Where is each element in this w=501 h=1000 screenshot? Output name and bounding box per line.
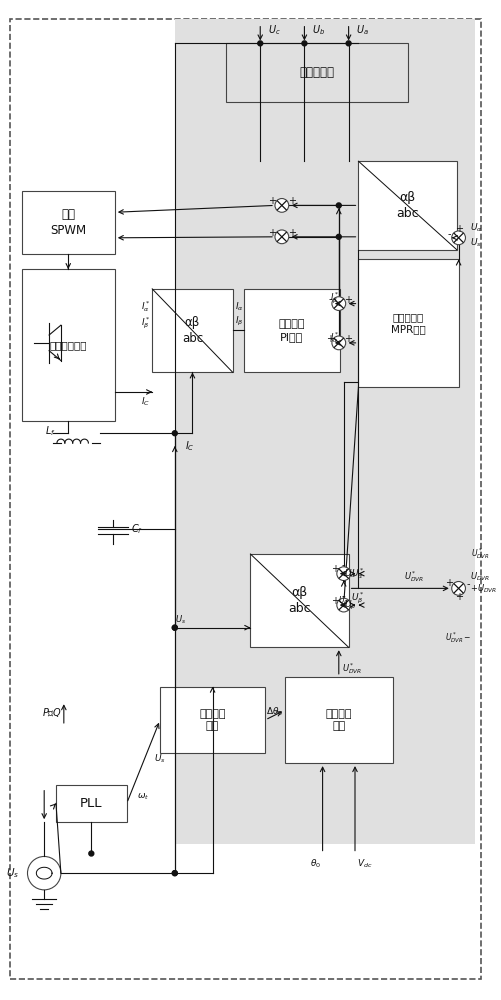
Text: $\Delta\theta_0$: $\Delta\theta_0$ bbox=[267, 706, 284, 718]
Text: $I^*_\beta$: $I^*_\beta$ bbox=[330, 291, 339, 306]
Text: +: + bbox=[445, 578, 453, 588]
Text: $U_\beta$: $U_\beta$ bbox=[338, 595, 349, 608]
Text: $L_f$: $L_f$ bbox=[45, 424, 56, 438]
Circle shape bbox=[275, 199, 289, 212]
Text: $U^*_{DVR}-$: $U^*_{DVR}-$ bbox=[445, 630, 472, 645]
Text: $I^*_\alpha$: $I^*_\alpha$ bbox=[141, 299, 150, 314]
Text: -: - bbox=[447, 229, 450, 239]
Bar bbox=[152, 289, 233, 372]
Text: 多电平逆变器: 多电平逆变器 bbox=[50, 340, 87, 350]
Text: 指定次谐波
MPR控制: 指定次谐波 MPR控制 bbox=[391, 312, 426, 334]
Circle shape bbox=[172, 871, 177, 876]
Bar bbox=[243, 289, 340, 372]
Text: +: + bbox=[454, 224, 462, 234]
Bar bbox=[160, 687, 265, 753]
Text: $U_s$: $U_s$ bbox=[7, 866, 20, 880]
Bar bbox=[285, 677, 393, 763]
Text: +: + bbox=[326, 334, 334, 344]
Text: PLL: PLL bbox=[80, 797, 103, 810]
Text: +: + bbox=[268, 228, 276, 238]
Circle shape bbox=[452, 231, 465, 245]
Text: -: - bbox=[342, 560, 346, 570]
Circle shape bbox=[28, 856, 61, 890]
Text: $U_\beta$: $U_\beta$ bbox=[344, 599, 357, 612]
Text: $U_s$: $U_s$ bbox=[175, 614, 186, 626]
Text: $U^*_{DVR}$: $U^*_{DVR}$ bbox=[404, 569, 424, 584]
Circle shape bbox=[337, 598, 351, 612]
Circle shape bbox=[172, 431, 177, 436]
Text: $U_s$: $U_s$ bbox=[470, 236, 482, 249]
Text: $V_{dc}$: $V_{dc}$ bbox=[357, 857, 373, 870]
Text: 注入电压
生成: 注入电压 生成 bbox=[326, 709, 352, 731]
Text: αβ
abc: αβ abc bbox=[288, 586, 311, 615]
Circle shape bbox=[172, 871, 177, 876]
Bar bbox=[22, 269, 115, 421]
Text: $\theta_0$: $\theta_0$ bbox=[310, 857, 321, 870]
Text: +: + bbox=[288, 228, 296, 238]
Text: $I^*_\alpha$: $I^*_\alpha$ bbox=[330, 331, 339, 345]
Text: $I_\beta$: $I_\beta$ bbox=[234, 315, 243, 328]
Text: +: + bbox=[331, 596, 339, 606]
Text: $U_\alpha$: $U_\alpha$ bbox=[344, 567, 357, 580]
Circle shape bbox=[336, 234, 341, 239]
Bar bbox=[250, 554, 349, 647]
Bar bbox=[22, 191, 115, 254]
Text: +: + bbox=[454, 592, 462, 602]
Circle shape bbox=[337, 567, 351, 581]
Text: $U_a$: $U_a$ bbox=[357, 24, 369, 37]
Text: $U^*_\beta$: $U^*_\beta$ bbox=[351, 590, 364, 606]
Text: +: + bbox=[288, 196, 296, 206]
Text: αβ
abc: αβ abc bbox=[396, 191, 419, 220]
Bar bbox=[226, 43, 407, 102]
Text: $U_\alpha$: $U_\alpha$ bbox=[470, 222, 483, 234]
Bar bbox=[175, 19, 475, 844]
Text: $U^*_{DVR}$: $U^*_{DVR}$ bbox=[471, 547, 490, 561]
Text: $P$、$Q$: $P$、$Q$ bbox=[42, 706, 62, 719]
Circle shape bbox=[302, 41, 307, 46]
Circle shape bbox=[452, 582, 465, 595]
Text: $U^*_{DVR}$: $U^*_{DVR}$ bbox=[342, 661, 362, 676]
Circle shape bbox=[275, 230, 289, 244]
Text: $\omega_t$: $\omega_t$ bbox=[137, 791, 149, 802]
Text: $U_b$: $U_b$ bbox=[312, 24, 325, 37]
Circle shape bbox=[332, 336, 346, 350]
Circle shape bbox=[332, 297, 346, 310]
Text: 电压暂降
检测: 电压暂降 检测 bbox=[199, 709, 226, 731]
Bar bbox=[56, 785, 127, 822]
Text: +: + bbox=[331, 564, 339, 574]
Text: +: + bbox=[344, 334, 352, 344]
Text: 单相
SPWM: 单相 SPWM bbox=[50, 208, 86, 237]
Text: αβ
abc: αβ abc bbox=[182, 316, 203, 345]
Text: $I^*_\beta$: $I^*_\beta$ bbox=[141, 315, 150, 331]
Text: $C_f$: $C_f$ bbox=[131, 523, 143, 536]
Circle shape bbox=[172, 625, 177, 630]
Bar bbox=[358, 161, 456, 250]
Text: 非线性负载: 非线性负载 bbox=[299, 66, 334, 79]
Text: $+U_{DVR}$: $+U_{DVR}$ bbox=[470, 582, 497, 595]
Text: $U^*_\alpha$: $U^*_\alpha$ bbox=[351, 566, 364, 581]
Text: $I_C$: $I_C$ bbox=[185, 439, 194, 453]
Circle shape bbox=[346, 41, 351, 46]
Text: 基波电流
PI控制: 基波电流 PI控制 bbox=[279, 319, 305, 342]
Bar bbox=[358, 259, 458, 387]
Text: $U_c$: $U_c$ bbox=[268, 24, 281, 37]
Text: $I_C$: $I_C$ bbox=[141, 396, 150, 408]
Circle shape bbox=[336, 203, 341, 208]
Circle shape bbox=[89, 851, 94, 856]
Text: $U_s$: $U_s$ bbox=[154, 752, 166, 765]
Circle shape bbox=[258, 41, 263, 46]
Text: -: - bbox=[328, 294, 332, 304]
Text: -: - bbox=[466, 579, 470, 589]
Circle shape bbox=[172, 625, 177, 630]
Text: $U_{DVR}$: $U_{DVR}$ bbox=[470, 570, 490, 583]
Text: -: - bbox=[342, 591, 346, 601]
Text: $I_\alpha$: $I_\alpha$ bbox=[234, 300, 243, 313]
Text: +: + bbox=[268, 196, 276, 206]
Text: +: + bbox=[344, 295, 352, 305]
